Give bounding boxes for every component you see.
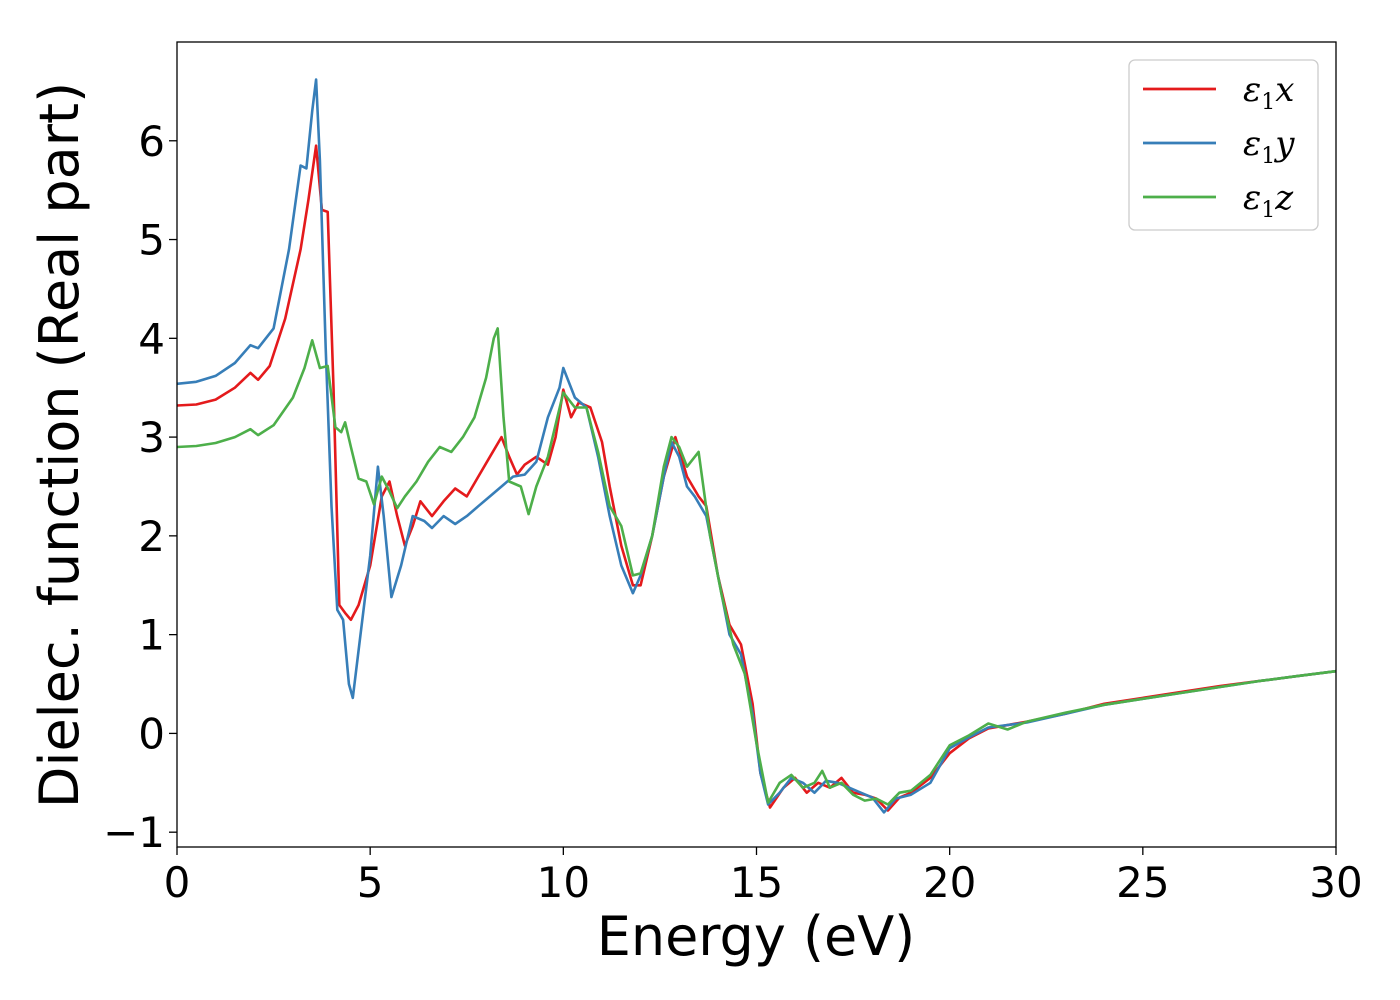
legend: ε1x ε1y ε1z [1128, 59, 1319, 231]
legend-box [1128, 59, 1319, 231]
x-tick-label: 20 [923, 858, 976, 907]
y-axis-label: Dielec. function (Real part) [28, 82, 91, 808]
series-line-z [176, 327, 1337, 806]
x-tick-label: 0 [164, 858, 191, 907]
x-axis-label: Energy (eV) [597, 905, 916, 968]
legend-label-y: ε1y [1243, 124, 1295, 169]
x-tick-label: 30 [1309, 858, 1362, 907]
y-tick-label: 6 [138, 117, 165, 166]
legend-label-x: ε1x [1243, 70, 1294, 115]
y-tick-label: 2 [138, 512, 165, 561]
y-tick-label: 3 [138, 413, 165, 462]
x-tick-label: 15 [730, 858, 783, 907]
y-tick-label: 4 [138, 314, 165, 363]
y-tick-label: 5 [138, 216, 165, 265]
y-axis-ticks: −1 0 1 2 3 4 5 6 [103, 117, 177, 857]
legend-label-z: ε1z [1243, 178, 1294, 223]
x-axis-ticks: 0 5 10 15 20 25 30 [164, 847, 1363, 907]
x-tick-label: 5 [357, 858, 384, 907]
x-tick-label: 10 [537, 858, 590, 907]
y-tick-label: −1 [103, 808, 165, 857]
y-tick-label: 1 [138, 611, 165, 660]
x-tick-label: 25 [1116, 858, 1169, 907]
series-layer [176, 78, 1337, 814]
y-tick-label: 0 [138, 709, 165, 758]
